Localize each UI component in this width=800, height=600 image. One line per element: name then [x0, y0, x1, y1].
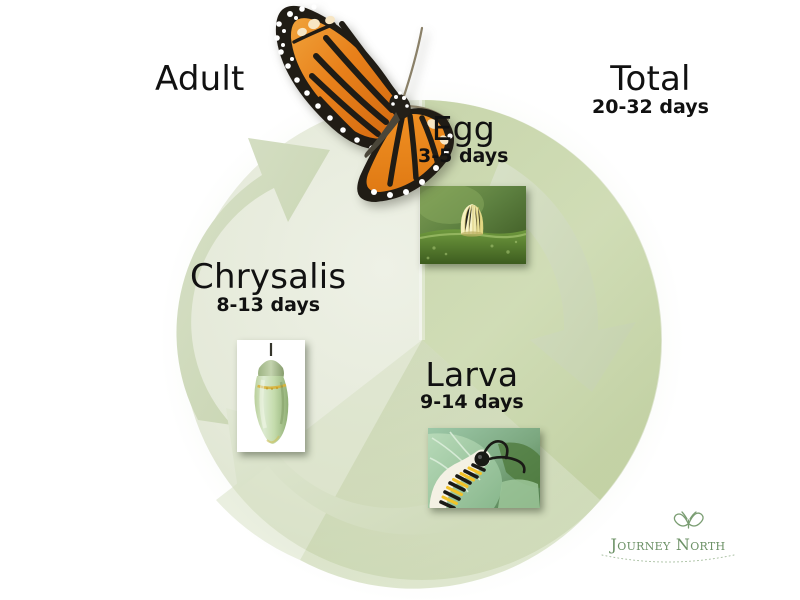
monarch-butterfly-photo — [250, 0, 470, 204]
label-egg-name: Egg — [431, 109, 495, 148]
label-chrysalis-days: 8-13 days — [216, 293, 321, 316]
label-total-name: Total — [610, 59, 691, 99]
label-adult-name: Adult — [155, 59, 245, 99]
label-egg: Egg 3-5 days — [418, 112, 508, 166]
label-total-days: 20-32 days — [592, 95, 709, 118]
cycle-wedge-divider — [216, 340, 422, 560]
label-total: Total 20-32 days — [592, 62, 709, 117]
label-larva-days: 9-14 days — [420, 390, 524, 413]
journey-north-wordmark: Journey North — [610, 535, 726, 554]
cycle-arrow-up-left — [176, 138, 330, 425]
logo-swoosh — [601, 554, 735, 563]
monarch-caterpillar-photo — [428, 428, 540, 508]
monarch-egg-photo — [420, 186, 526, 264]
label-chrysalis: Chrysalis 8-13 days — [190, 260, 346, 315]
label-chrysalis-name: Chrysalis — [190, 257, 347, 297]
label-larva: Larva 9-14 days — [420, 358, 524, 412]
label-larva-name: Larva — [425, 355, 519, 394]
label-adult: Adult — [155, 62, 245, 97]
butterfly-icon — [673, 511, 704, 529]
monarch-chrysalis-photo — [237, 340, 305, 452]
label-egg-days: 3-5 days — [418, 144, 509, 167]
journey-north-logo: Journey North — [588, 505, 748, 567]
